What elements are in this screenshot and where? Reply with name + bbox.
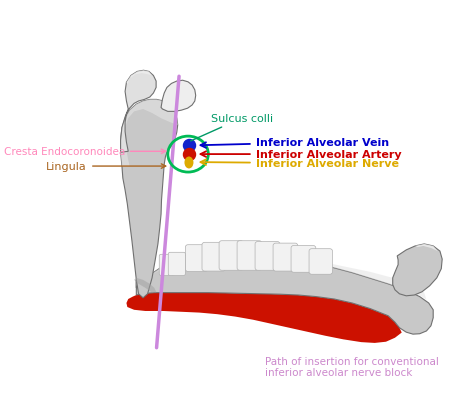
FancyBboxPatch shape bbox=[202, 243, 226, 271]
FancyBboxPatch shape bbox=[291, 246, 316, 273]
Text: Cresta Endocoronoidea: Cresta Endocoronoidea bbox=[4, 147, 166, 157]
Text: Inferior Alveolar Vein: Inferior Alveolar Vein bbox=[201, 138, 389, 148]
FancyBboxPatch shape bbox=[255, 242, 280, 271]
Polygon shape bbox=[120, 100, 178, 298]
Polygon shape bbox=[120, 71, 156, 153]
Point bbox=[185, 142, 193, 149]
Text: Inferior Alveolar Artery: Inferior Alveolar Artery bbox=[201, 150, 401, 160]
FancyBboxPatch shape bbox=[185, 245, 208, 272]
Polygon shape bbox=[137, 251, 427, 300]
Polygon shape bbox=[415, 244, 438, 251]
FancyBboxPatch shape bbox=[168, 253, 185, 276]
FancyBboxPatch shape bbox=[219, 241, 243, 271]
Polygon shape bbox=[127, 71, 152, 85]
FancyBboxPatch shape bbox=[237, 241, 262, 271]
Text: Inferior Alveolar Nerve: Inferior Alveolar Nerve bbox=[201, 159, 399, 169]
FancyBboxPatch shape bbox=[273, 243, 298, 271]
Polygon shape bbox=[161, 81, 196, 112]
FancyBboxPatch shape bbox=[309, 249, 332, 275]
Polygon shape bbox=[127, 293, 401, 343]
FancyBboxPatch shape bbox=[159, 255, 174, 276]
Polygon shape bbox=[137, 251, 433, 334]
Polygon shape bbox=[134, 278, 156, 293]
Text: Lingula: Lingula bbox=[46, 162, 166, 172]
Text: Sulcus colli: Sulcus colli bbox=[191, 114, 273, 142]
Polygon shape bbox=[120, 100, 178, 167]
Ellipse shape bbox=[184, 157, 193, 169]
Text: Path of insertion for conventional
inferior alveolar nerve block: Path of insertion for conventional infer… bbox=[264, 356, 438, 377]
Polygon shape bbox=[393, 244, 442, 296]
Point bbox=[185, 152, 193, 158]
